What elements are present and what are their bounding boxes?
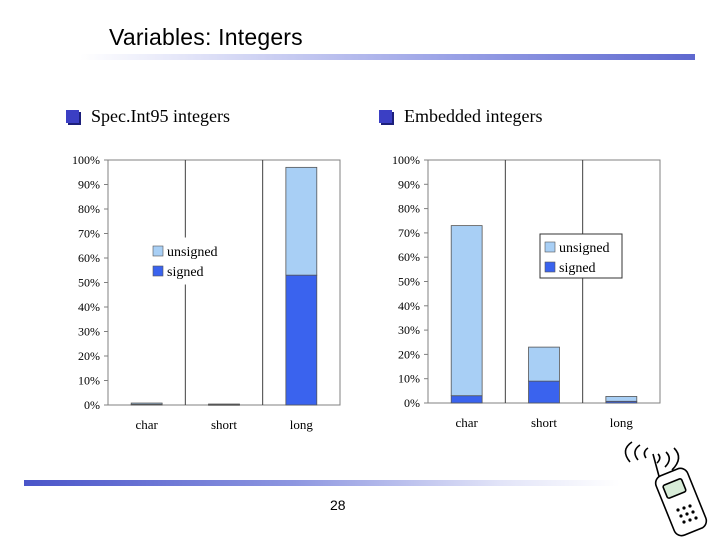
bullet-square-icon [379,110,392,123]
bar-unsigned-long [605,396,638,402]
legend-swatch-unsigned [152,245,164,257]
bullet-specint: Spec.Int95 integers [66,106,230,127]
bar-signed-char [450,395,483,404]
footer-divider [24,480,620,486]
bar-signed-short [528,380,560,404]
y-tick-label: 10% [78,374,100,388]
bar-signed-long [285,274,318,406]
y-tick-label: 40% [78,300,100,314]
page-number: 28 [330,497,346,513]
legend-label-unsigned: unsigned [167,245,218,260]
y-tick-label: 70% [78,227,100,241]
y-tick-label: 10% [398,372,420,386]
y-tick-label: 20% [398,347,420,361]
bullet-embedded-label: Embedded integers [404,106,543,126]
y-tick-label: 70% [398,226,420,240]
legend-swatch-unsigned [544,241,556,253]
x-tick-label: char [135,417,158,432]
y-tick-label: 0% [84,398,100,412]
legend-swatch-signed [544,261,556,273]
y-tick-label: 90% [78,178,100,192]
y-tick-label: 100% [392,153,420,167]
y-tick-label: 30% [78,325,100,339]
x-tick-label: char [455,415,478,430]
y-tick-label: 90% [398,177,420,191]
y-tick-label: 80% [78,202,100,216]
legend-label-unsigned: unsigned [559,241,610,256]
bar-unsigned-short [528,346,560,382]
bullet-square-icon [66,110,79,123]
y-tick-label: 50% [78,276,100,290]
legend-label-signed: signed [559,261,596,276]
bar-unsigned-long [285,166,318,276]
legend-swatch-signed [152,265,164,277]
x-tick-label: long [290,417,314,432]
y-tick-label: 40% [398,299,420,313]
y-tick-label: 80% [398,202,420,216]
slide-title: Variables: Integers [109,24,303,50]
x-tick-label: short [211,417,237,432]
bar-unsigned-char [130,402,163,405]
cellphone-icon [624,441,708,537]
y-tick-label: 20% [78,349,100,363]
y-tick-label: 100% [72,153,100,167]
y-tick-label: 60% [78,251,100,265]
x-tick-label: long [610,415,634,430]
x-tick-label: short [531,415,557,430]
bar-unsigned-char [450,225,483,397]
y-tick-label: 30% [398,323,420,337]
y-tick-label: 50% [398,275,420,289]
bar-unsigned-short [208,403,240,406]
legend-box [147,237,225,285]
legend-label-signed: signed [167,265,204,280]
bullet-specint-label: Spec.Int95 integers [91,106,230,126]
y-tick-label: 60% [398,250,420,264]
title-divider [80,54,695,60]
bullet-embedded: Embedded integers [379,106,542,127]
y-tick-label: 0% [404,396,420,410]
